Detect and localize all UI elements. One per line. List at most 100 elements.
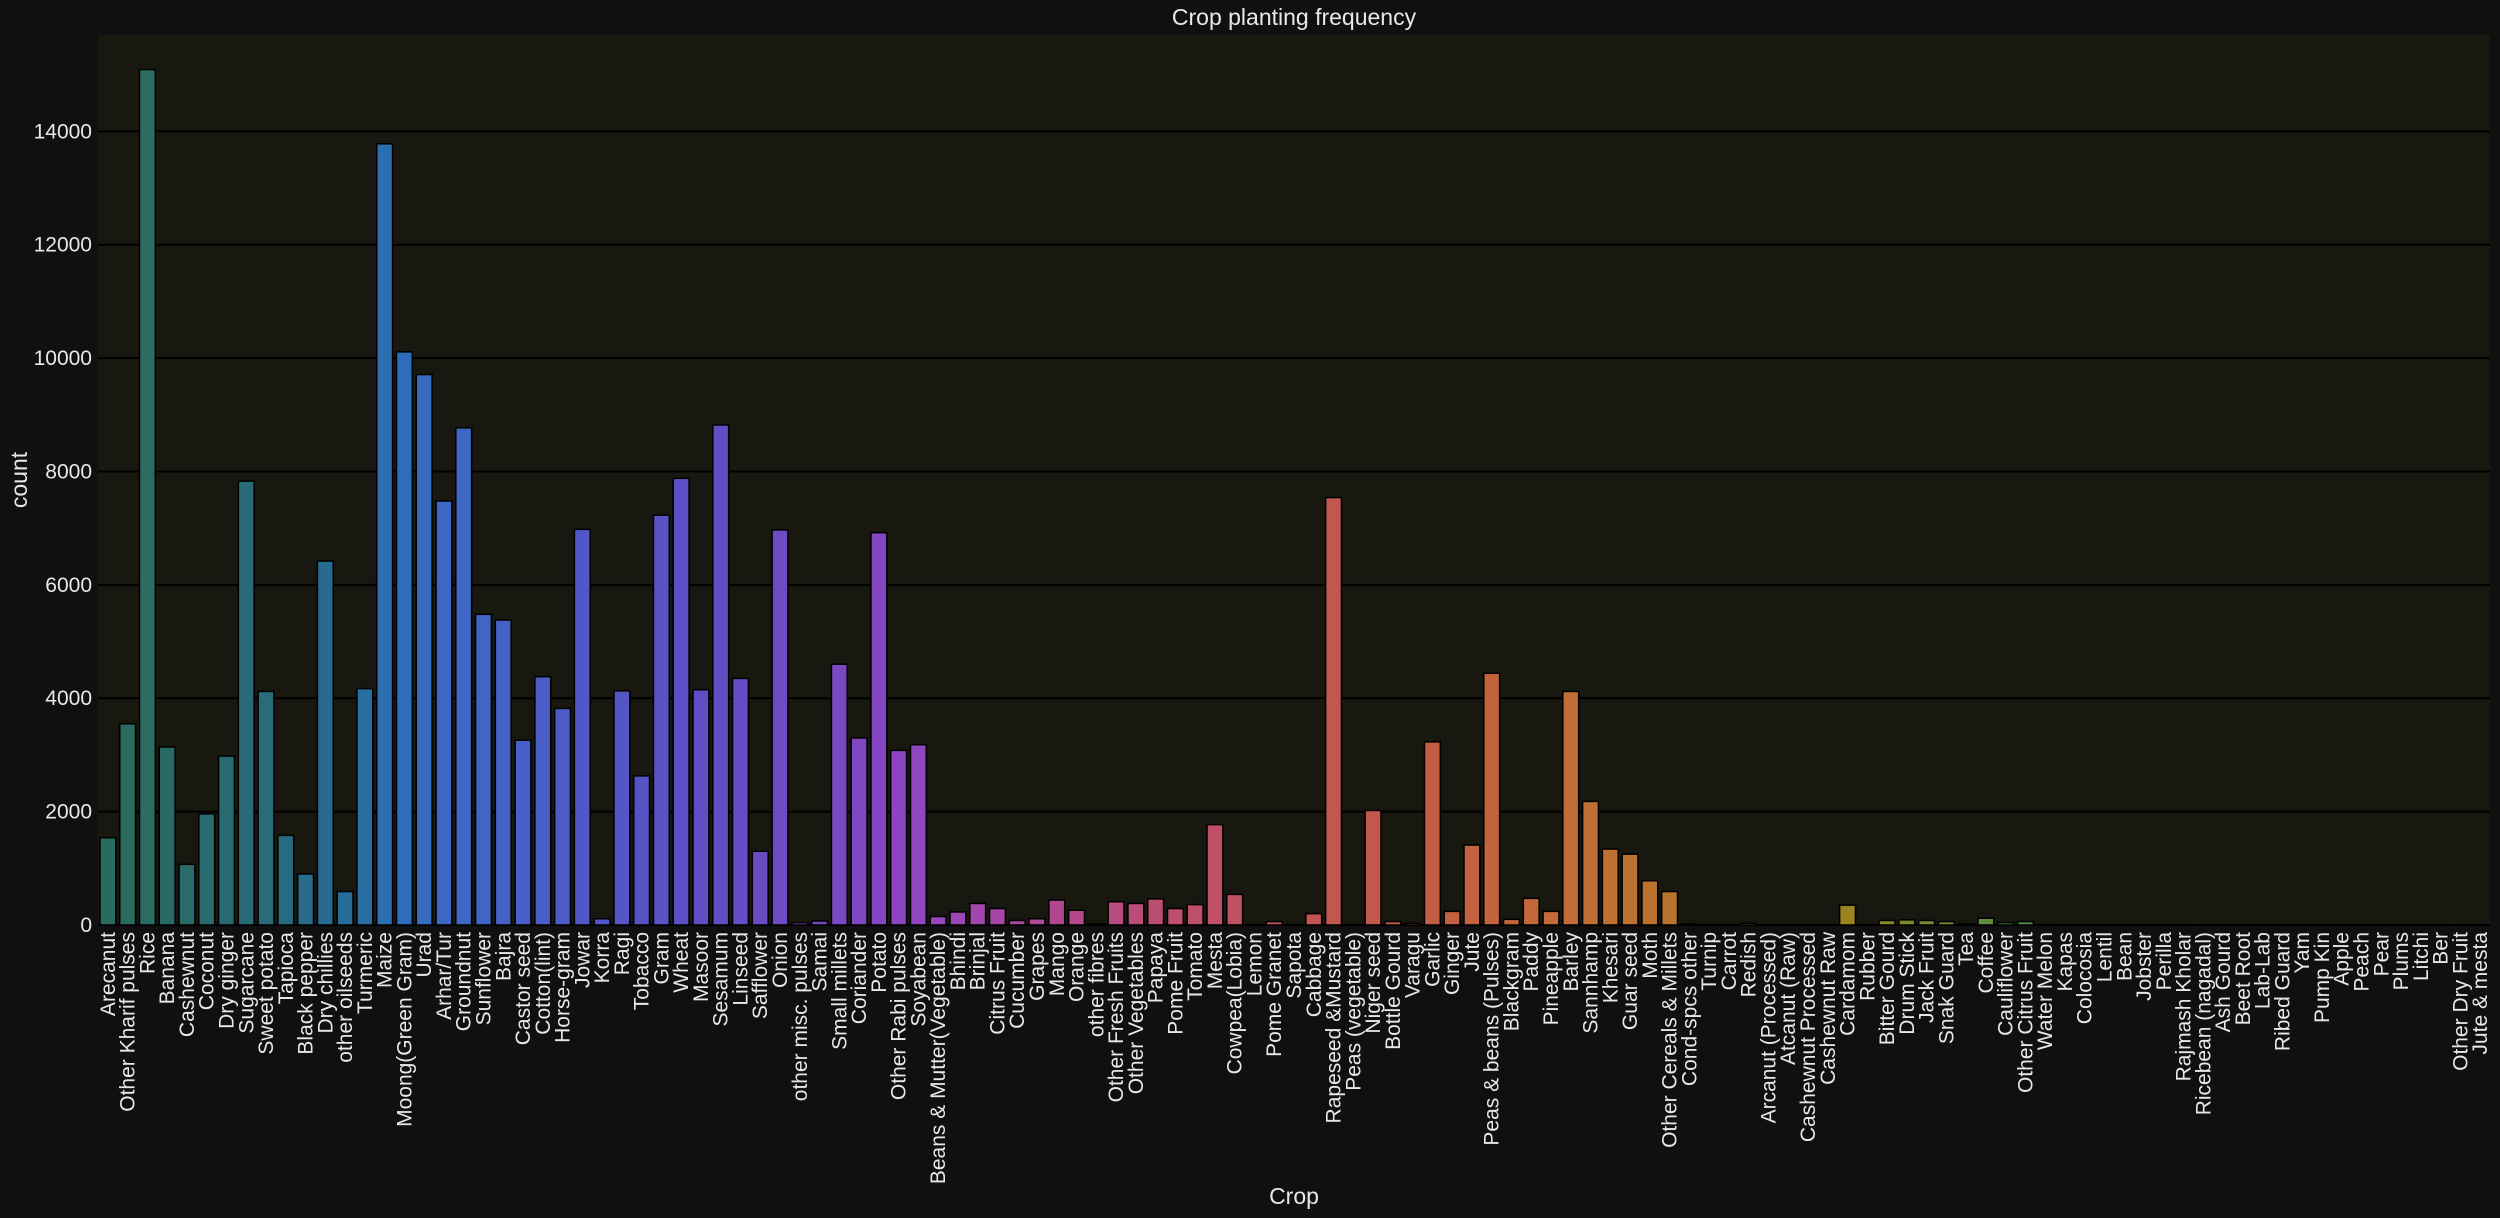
bar (969, 902, 987, 926)
bar (257, 690, 275, 926)
bar (949, 911, 967, 926)
x-tick-label: Cabbage (1303, 932, 1326, 1017)
bar (791, 921, 809, 926)
x-tick-label: Pear (2370, 932, 2393, 976)
x-tick-label: Pome Granet (1263, 932, 1286, 1057)
y-tick-label: 4000 (45, 687, 92, 710)
x-tick-label: Bitter Gourd (1876, 932, 1899, 1045)
bar (1878, 919, 1896, 926)
x-tick-label: Lemon (1243, 932, 1266, 996)
bar (277, 834, 295, 926)
x-axis-title: Crop (1269, 1183, 1319, 1209)
x-tick-label: Rubber (1856, 932, 1879, 1001)
bar (534, 675, 552, 926)
x-tick-label: Snak Guard (1935, 932, 1958, 1044)
x-tick-label: Cauliflower (1995, 932, 2018, 1036)
bar (988, 907, 1007, 926)
x-tick-label: Pump Kin (2311, 932, 2334, 1023)
bar (178, 863, 196, 926)
bar (553, 707, 572, 926)
bar (1305, 912, 1323, 926)
x-tick-label: Orange (1066, 932, 1089, 1002)
bar (158, 746, 176, 926)
x-tick-label: Other Fresh Fruits (1105, 932, 1128, 1102)
bar (929, 915, 947, 926)
x-tick-label: Peas & beans (Pulses) (1481, 932, 1504, 1146)
x-tick-label: Garlic (1421, 932, 1444, 987)
x-tick-label: Khesari (1599, 932, 1622, 1003)
bar (692, 688, 710, 926)
bar (1127, 902, 1145, 926)
x-tick-label: Sugarcane (235, 932, 258, 1034)
x-tick-label: Niger seed (1362, 932, 1385, 1034)
x-tick-label: Yam (2291, 932, 2314, 974)
x-tick-label: Other Cereals & Millets (1659, 932, 1682, 1148)
x-tick-label: Varagu (1402, 932, 1425, 998)
bar (1502, 918, 1521, 926)
bar (1384, 920, 1402, 926)
x-tick-label: Tapioca (275, 932, 298, 1005)
x-tick-label: Moong(Green Gram) (393, 932, 416, 1127)
bar (237, 480, 255, 926)
x-tick-label: Wheat (670, 932, 693, 993)
x-tick-label: Plums (2390, 932, 2413, 990)
x-tick-label: Ragi (611, 932, 634, 975)
bar (1680, 923, 1699, 926)
bar (1660, 890, 1679, 926)
bar (1621, 853, 1639, 926)
x-tick-label: Dry chillies (314, 932, 337, 1034)
x-tick-label: Other Kharif pulses (117, 932, 140, 1112)
bar (1443, 910, 1461, 926)
x-tick-label: Jute (1461, 932, 1484, 972)
x-tick-label: Cucumber (1006, 932, 1029, 1029)
bar (850, 737, 868, 926)
bar (1977, 917, 1995, 926)
y-tick-label: 0 (80, 914, 92, 937)
x-tick-label: Small millets (828, 932, 851, 1050)
bar (1067, 909, 1086, 926)
bar (810, 920, 829, 926)
bar (514, 739, 532, 926)
x-tick-label: Jobster (2133, 932, 2156, 1001)
bar (830, 663, 848, 926)
x-tick-label: Jowar (571, 932, 594, 988)
x-tick-label: Apple (2331, 932, 2354, 986)
bar (118, 723, 137, 926)
x-tick-label: Arecanut (97, 932, 120, 1016)
x-tick-label: Ash Gourd (2212, 932, 2235, 1032)
x-tick-label: Ribed Guard (2271, 932, 2294, 1051)
x-tick-label: Pome Fruit (1164, 932, 1187, 1035)
bar (316, 560, 334, 926)
x-tick-label: Lab-Lab (2252, 932, 2275, 1009)
bar (1542, 910, 1560, 926)
bar (573, 528, 591, 926)
bar (336, 890, 354, 926)
x-tick-label: other misc. pulses (789, 932, 812, 1101)
x-tick-label: Peach (2351, 932, 2374, 992)
bars (99, 68, 2489, 926)
bar (1087, 923, 1105, 926)
x-tick-label: Sapota (1283, 932, 1306, 999)
x-tick-label: Bean (2113, 932, 2136, 981)
x-tick-label: Coconut (196, 932, 219, 1010)
x-tick-label: Arcanut (Processed) (1757, 932, 1780, 1123)
x-tick-label: Brinjal (967, 932, 990, 990)
x-tick-label: Cashewnut Processed (1797, 932, 1820, 1142)
bar (1206, 823, 1224, 926)
x-tick-label: Carrot (1718, 932, 1741, 991)
bar (1522, 897, 1540, 926)
bar (1364, 809, 1382, 926)
x-tick-label: Water Melon (2034, 932, 2057, 1050)
y-tick-label: 8000 (45, 460, 92, 483)
x-tick-label: Samai (809, 932, 832, 992)
x-tick-label: Paddy (1520, 932, 1543, 992)
x-tick-label: Bhindi (947, 932, 970, 990)
bar (415, 373, 433, 926)
x-tick-label: Peas (vegetable) (1342, 932, 1365, 1091)
bar (474, 613, 493, 926)
x-tick-label: Korra (591, 932, 614, 984)
x-tick-label: Sweet potato (255, 932, 278, 1055)
y-tick-label: 2000 (45, 801, 92, 824)
x-tick-label: Gram (650, 932, 673, 985)
x-tick-label: Perilla (2153, 932, 2176, 991)
